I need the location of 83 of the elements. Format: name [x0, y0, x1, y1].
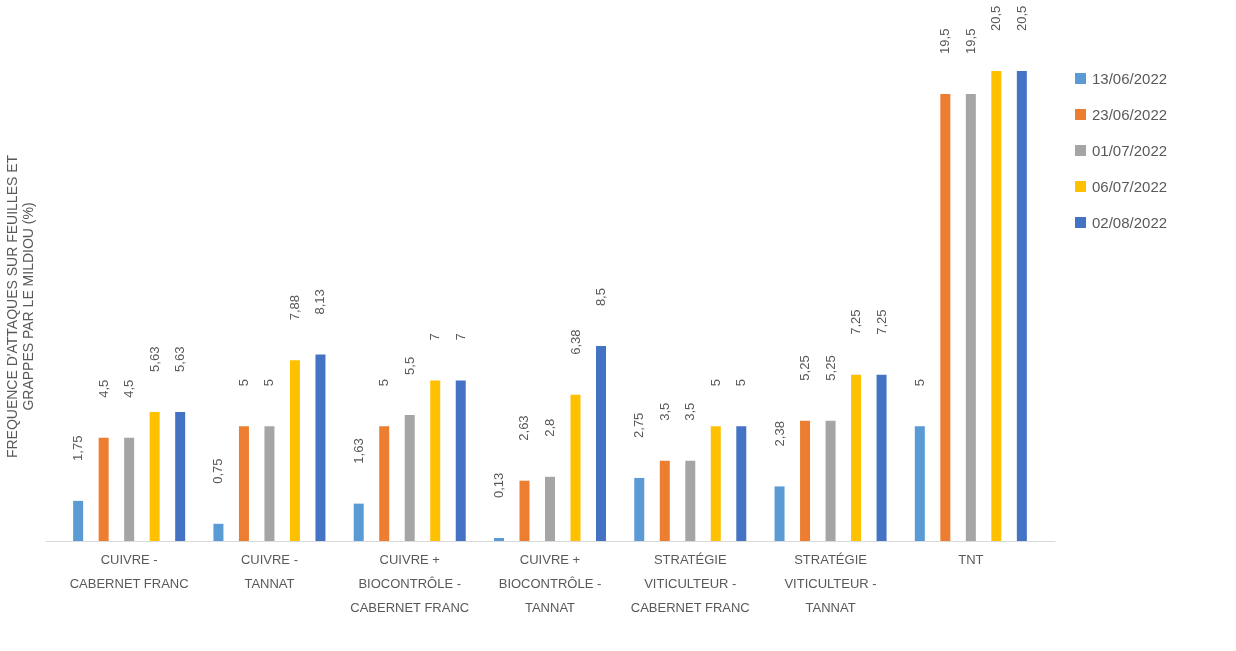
data-label: 7,25: [873, 309, 889, 335]
x-tick-label: CUIVRE - TANNAT: [240, 551, 298, 591]
bar: [545, 476, 555, 541]
bar: [430, 380, 441, 541]
data-label: 2,63: [516, 415, 532, 441]
bar: [493, 538, 504, 541]
data-label: 7,25: [848, 309, 864, 335]
bar: [736, 426, 747, 541]
data-label: 5,63: [172, 346, 188, 372]
data-label: 7,88: [286, 295, 302, 321]
data-label: 5,25: [797, 355, 813, 381]
data-label: 2,38: [771, 421, 787, 447]
bar: [1016, 71, 1027, 541]
bar: [519, 480, 530, 541]
data-label: 5: [261, 379, 277, 387]
data-label: 5: [707, 379, 723, 387]
bar: [851, 374, 862, 541]
y-axis-title: FREQUENCE D'ATTAQUES SUR FEUILLES ET GRAPPES PAR LE MILDIOU (%): [3, 154, 36, 459]
bar: [175, 411, 186, 541]
data-label: 0,13: [490, 472, 506, 499]
bar: [264, 426, 275, 541]
bar: [289, 360, 300, 541]
bar: [404, 414, 415, 541]
data-label: 7: [452, 333, 468, 341]
data-label: 5: [235, 379, 251, 387]
data-label: 19,5: [962, 28, 978, 54]
data-label: 2,8: [542, 418, 557, 437]
legend-label: 13/06/2022: [1092, 69, 1168, 87]
bar: [800, 420, 811, 541]
data-label: 5: [911, 379, 927, 387]
data-label: 1,75: [70, 435, 86, 461]
x-tick-label: TNT: [958, 551, 984, 567]
data-label: 4,5: [121, 379, 137, 398]
bar: [685, 460, 696, 541]
x-tick-label: STRATÉGIE VITICULTEUR - TANNAT: [784, 551, 877, 615]
bar: [73, 500, 84, 541]
bar: [774, 486, 785, 541]
bar: [455, 380, 466, 541]
data-label: 20,5: [988, 5, 1004, 31]
data-label: 8,13: [312, 289, 328, 315]
bar: [710, 426, 721, 541]
x-tick-label: CUIVRE + BIOCONTRÔLE - CABERNET FRANC: [350, 551, 470, 615]
data-label: 5,5: [401, 356, 417, 375]
bar: [596, 346, 607, 541]
data-label: 3,5: [682, 402, 698, 421]
bar: [940, 93, 951, 541]
bar: [213, 523, 224, 541]
x-tick-label: CUIVRE + BIOCONTRÔLE - TANNAT: [498, 551, 602, 615]
bar: [914, 426, 925, 541]
data-label: 5,25: [822, 355, 838, 381]
data-label: 5,63: [146, 346, 162, 372]
x-tick-label: CUIVRE - CABERNET FRANC: [69, 551, 189, 591]
legend-label: 02/08/2022: [1092, 213, 1168, 231]
legend-label: 06/07/2022: [1092, 177, 1168, 195]
bar: [98, 437, 109, 541]
x-tick-label: STRATÉGIE VITICULTEUR - CABERNET FRANC: [630, 551, 750, 615]
data-label: 3,5: [656, 402, 672, 421]
bar: [965, 93, 976, 541]
bar: [634, 477, 645, 541]
bar: [149, 411, 160, 541]
bar: [353, 503, 364, 541]
data-label: 7: [427, 333, 443, 341]
bar: [570, 394, 581, 541]
legend-label: 01/07/2022: [1092, 141, 1168, 159]
bar: [991, 71, 1002, 541]
data-label: 2,75: [631, 412, 647, 438]
data-label: 8,5: [593, 288, 609, 307]
data-label: 5: [733, 379, 749, 387]
legend-label: 23/06/2022: [1092, 105, 1168, 123]
bar: [379, 426, 390, 541]
data-label: 1,63: [350, 438, 366, 464]
bar: [825, 420, 836, 541]
bar: [124, 437, 135, 541]
bar: [659, 460, 670, 541]
bar: [238, 426, 249, 541]
bar: [315, 354, 326, 541]
data-label: 19,5: [937, 28, 953, 54]
data-label: 5: [376, 379, 392, 387]
data-label: 4,5: [95, 379, 111, 398]
data-label: 0,75: [210, 458, 226, 484]
bar: [876, 374, 887, 541]
data-label: 6,38: [567, 329, 583, 355]
data-label: 20,5: [1013, 5, 1029, 31]
